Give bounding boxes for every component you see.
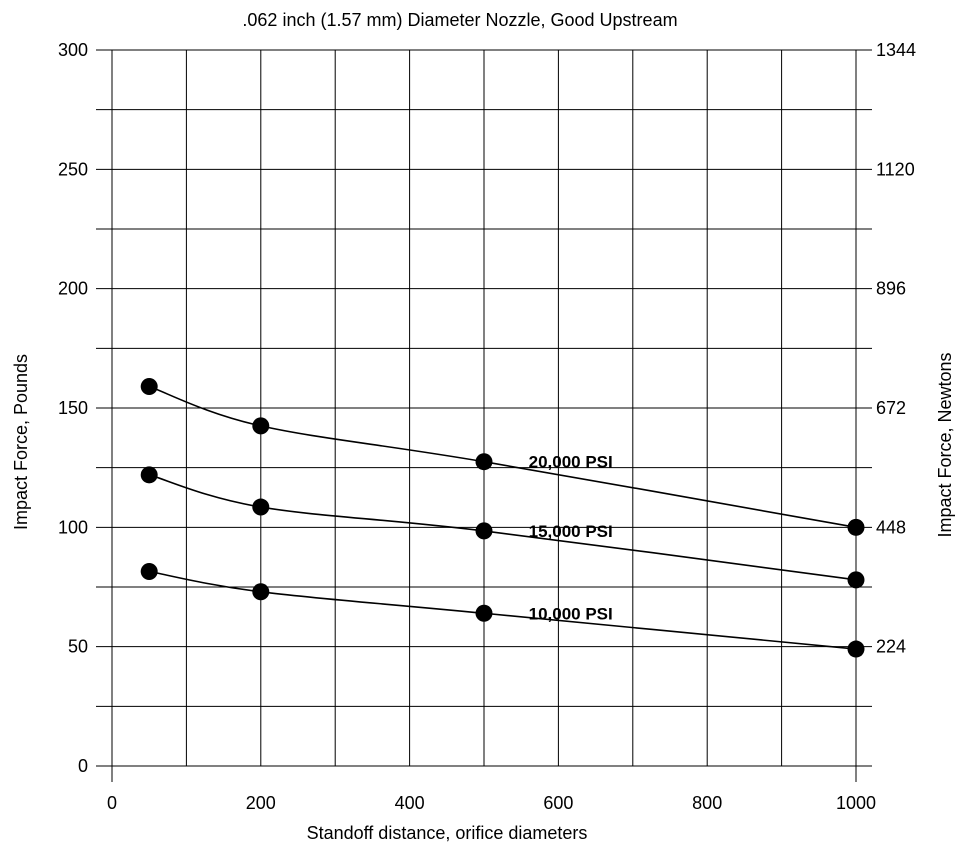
data-points xyxy=(140,378,865,658)
series-line xyxy=(149,570,857,650)
x-tick-label: 800 xyxy=(692,793,722,813)
series-lines xyxy=(148,385,857,650)
y-tick-label: 50 xyxy=(68,637,88,657)
data-point xyxy=(475,453,493,471)
axes: 0 200 400 600 800 1000 0 50 100 150 200 250 300 224 44… xyxy=(58,40,916,813)
x-tick-label: 400 xyxy=(395,793,425,813)
y2-tick-label: 672 xyxy=(876,398,906,418)
series-label: 20,000 PSI xyxy=(529,453,613,472)
series-line xyxy=(148,474,857,581)
y-tick-label: 200 xyxy=(58,279,88,299)
data-point xyxy=(475,604,493,622)
data-point xyxy=(252,498,270,516)
series-label: 10,000 PSI xyxy=(529,604,613,623)
y-tick-label: 150 xyxy=(58,398,88,418)
series-line xyxy=(148,385,857,529)
data-point xyxy=(847,518,865,536)
y-tick-label: 300 xyxy=(58,40,88,60)
y2-axis-label: Impact Force, Newtons xyxy=(935,352,955,537)
x-tick-label: 600 xyxy=(543,793,573,813)
series-labels: 20,000 PSI 15,000 PSI 10,000 PSI xyxy=(529,453,613,624)
data-point xyxy=(847,640,865,658)
x-axis-label: Standoff distance, orifice diameters xyxy=(307,823,588,843)
series-label: 15,000 PSI xyxy=(529,522,613,541)
y2-tick-label: 1344 xyxy=(876,40,916,60)
y2-tick-label: 896 xyxy=(876,279,906,299)
y-tick-label: 0 xyxy=(78,756,88,776)
x-tick-label: 200 xyxy=(246,793,276,813)
data-point xyxy=(140,466,158,484)
data-point xyxy=(252,583,270,601)
chart-title: .062 inch (1.57 mm) Diameter Nozzle, Goo… xyxy=(242,10,677,30)
y2-tick-label: 224 xyxy=(876,637,906,657)
y-axis-label: Impact Force, Pounds xyxy=(11,354,31,530)
y2-tick-label: 448 xyxy=(876,517,906,537)
data-point xyxy=(252,417,270,435)
x-tick-label: 1000 xyxy=(836,793,876,813)
data-point xyxy=(847,571,865,589)
data-point xyxy=(140,378,158,396)
y2-tick-label: 1120 xyxy=(876,159,915,179)
y-tick-label: 250 xyxy=(58,159,88,179)
data-point xyxy=(475,522,493,540)
x-tick-label: 0 xyxy=(107,793,117,813)
data-point xyxy=(140,562,158,580)
y-tick-label: 100 xyxy=(58,517,88,537)
grid xyxy=(96,50,872,766)
